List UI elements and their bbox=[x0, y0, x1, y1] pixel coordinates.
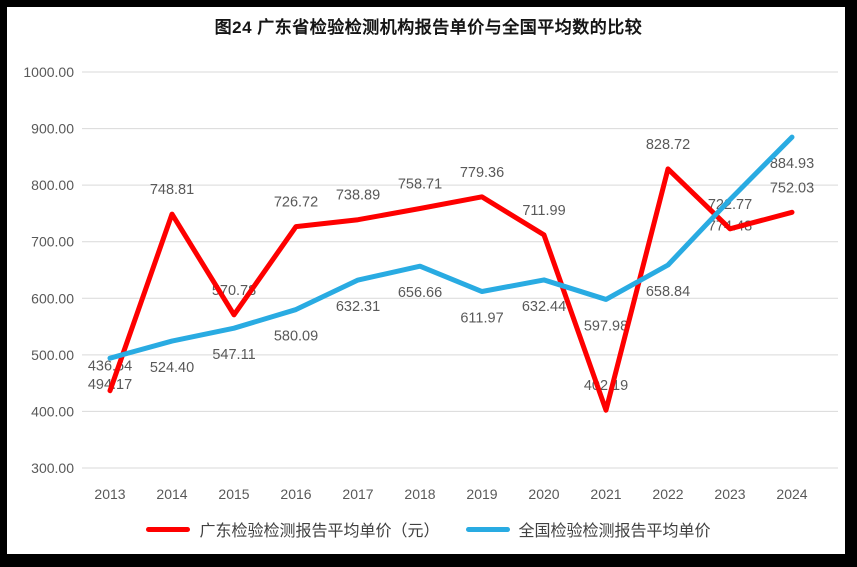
x-axis-tick-label: 2019 bbox=[466, 486, 497, 502]
legend-item-guangdong: 广东检验检测报告平均单价（元） bbox=[146, 517, 440, 541]
x-axis-tick-label: 2016 bbox=[280, 486, 311, 502]
data-point-label: 524.40 bbox=[150, 360, 194, 376]
data-point-label: 580.09 bbox=[274, 329, 318, 345]
data-point-label: 436.64 bbox=[88, 359, 132, 375]
data-point-label: 611.97 bbox=[460, 311, 503, 327]
data-point-label: 632.31 bbox=[336, 299, 380, 315]
y-axis-tick-label: 400.00 bbox=[31, 403, 74, 419]
data-point-label: 748.81 bbox=[150, 182, 194, 198]
series-line-1 bbox=[107, 134, 795, 361]
x-axis-tick-label: 2018 bbox=[404, 486, 435, 502]
data-point-label: 658.84 bbox=[646, 284, 690, 300]
x-axis-tick-label: 2013 bbox=[94, 486, 125, 502]
y-axis-tick-label: 800.00 bbox=[31, 177, 74, 193]
x-axis-tick-label: 2022 bbox=[652, 486, 683, 502]
series-line-0 bbox=[107, 166, 795, 413]
data-point-label: 738.89 bbox=[336, 188, 380, 204]
legend-item-national: 全国检验检测报告平均单价 bbox=[465, 517, 711, 541]
data-point-label: 402.19 bbox=[584, 378, 628, 394]
data-point-label: 632.44 bbox=[522, 299, 566, 315]
data-point-label: 884.93 bbox=[770, 156, 814, 172]
data-point-label: 726.72 bbox=[274, 195, 318, 211]
x-axis-tick-label: 2017 bbox=[342, 486, 373, 502]
x-axis-tick-label: 2023 bbox=[714, 486, 745, 502]
y-axis-tick-label: 500.00 bbox=[31, 347, 74, 363]
y-axis-tick-label: 600.00 bbox=[31, 290, 74, 306]
data-point-label: 779.36 bbox=[460, 165, 504, 181]
x-axis-tick-label: 2015 bbox=[218, 486, 249, 502]
national-line-swatch-icon bbox=[465, 526, 510, 532]
y-axis-tick-label: 900.00 bbox=[31, 121, 74, 137]
legend-label-national: 全国检验检测报告平均单价 bbox=[518, 523, 711, 540]
x-axis-tick-label: 2024 bbox=[776, 486, 807, 502]
data-point-label: 711.99 bbox=[522, 203, 565, 219]
x-axis-tick-label: 2021 bbox=[590, 486, 621, 502]
data-point-label: 758.71 bbox=[398, 177, 442, 193]
data-point-label: 656.66 bbox=[398, 285, 442, 301]
data-point-label: 828.72 bbox=[646, 137, 690, 153]
y-axis-tick-label: 1000.00 bbox=[23, 64, 74, 80]
data-point-label: 752.03 bbox=[770, 180, 814, 196]
x-axis-tick-label: 2020 bbox=[528, 486, 559, 502]
x-axis-tick-label: 2014 bbox=[156, 486, 187, 502]
guangdong-line-swatch-icon bbox=[146, 526, 191, 532]
legend-label-guangdong: 广东检验检测报告平均单价（元） bbox=[199, 523, 440, 540]
chart-title: 图24 广东省检验检测机构报告单价与全国平均数的比较 bbox=[214, 18, 643, 37]
data-point-label: 547.11 bbox=[212, 347, 255, 363]
y-axis-tick-label: 300.00 bbox=[31, 460, 74, 476]
data-point-label: 597.98 bbox=[584, 318, 628, 334]
y-axis-tick-label: 700.00 bbox=[31, 234, 74, 250]
chart-legend: 广东检验检测报告平均单价（元） 全国检验检测报告平均单价 bbox=[0, 517, 857, 541]
